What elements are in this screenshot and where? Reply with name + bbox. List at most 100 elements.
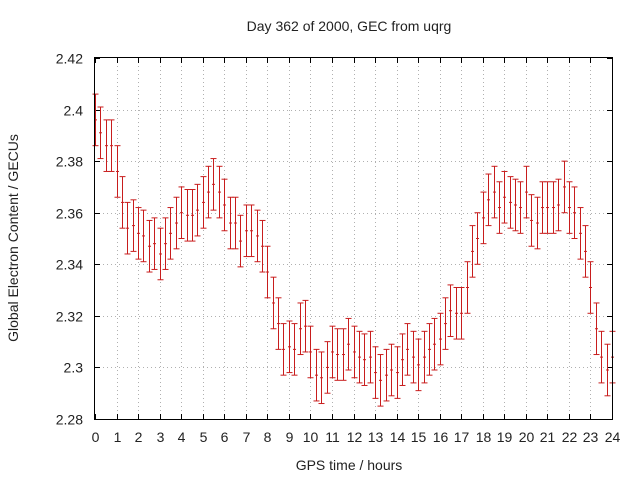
error-bar — [517, 181, 524, 234]
error-bar — [275, 297, 282, 350]
error-bar — [173, 196, 180, 250]
error-bar — [469, 225, 476, 278]
error-bar — [426, 323, 433, 376]
x-tick-label: 13 — [368, 429, 384, 445]
x-tick-label: 14 — [390, 429, 406, 445]
y-tick-label: 2.32 — [56, 309, 83, 325]
error-bars — [92, 93, 616, 407]
error-bar — [377, 354, 384, 407]
error-bar — [474, 212, 481, 265]
error-bar — [555, 178, 562, 232]
error-bar — [496, 181, 503, 234]
grid — [95, 58, 612, 419]
error-bar — [345, 317, 352, 371]
error-bar — [372, 346, 379, 399]
error-bar — [582, 225, 589, 278]
error-bar — [264, 245, 271, 299]
error-bar — [501, 170, 508, 224]
y-axis-label: Global Electron Content / GECUs — [5, 134, 21, 342]
error-bar — [593, 302, 600, 356]
error-bar — [534, 196, 541, 250]
error-bar — [167, 207, 174, 260]
x-tick-label: 19 — [497, 429, 513, 445]
error-bar — [227, 196, 234, 250]
error-bar — [254, 209, 261, 263]
y-tick-labels: 2.28 2.3 2.32 2.34 2.36 2.38 2.4 2.42 — [56, 51, 83, 428]
x-tick-label: 6 — [221, 429, 229, 445]
x-tick-label: 9 — [286, 429, 294, 445]
error-bar — [550, 181, 557, 234]
error-bar — [561, 160, 568, 214]
y-tick-label: 2.36 — [56, 206, 83, 222]
error-bar — [334, 328, 341, 381]
error-bar — [361, 333, 368, 386]
error-bar — [480, 191, 487, 245]
error-bar — [356, 330, 363, 384]
x-tick-label: 4 — [178, 429, 186, 445]
x-tick-label: 0 — [92, 429, 100, 445]
y-tick-label: 2.28 — [56, 412, 83, 428]
error-bar — [248, 204, 255, 258]
x-tick-label: 17 — [454, 429, 470, 445]
error-bar — [92, 93, 99, 147]
x-tick-labels: 0 1 2 3 4 5 6 7 8 9 10 11 12 13 14 15 16 17 18 19 20 21 22 23 24 — [92, 429, 621, 445]
error-bar — [108, 119, 115, 172]
error-bar — [544, 181, 551, 234]
error-bar — [388, 343, 395, 397]
x-tick-label: 5 — [200, 429, 208, 445]
error-bar — [135, 207, 142, 260]
error-bar — [194, 183, 201, 237]
x-tick-label: 24 — [605, 429, 621, 445]
error-bar — [210, 158, 217, 211]
error-bar — [302, 299, 309, 353]
error-bar — [286, 320, 293, 374]
error-bar — [151, 217, 158, 270]
x-tick-label: 22 — [562, 429, 578, 445]
y-tick-label: 2.4 — [64, 103, 84, 119]
error-bar — [270, 276, 277, 330]
error-bar — [523, 165, 530, 219]
error-bar — [507, 176, 514, 229]
error-bar — [394, 346, 401, 399]
error-bar — [178, 186, 185, 239]
error-bar — [297, 302, 304, 356]
error-bar — [307, 325, 314, 379]
error-bar — [318, 351, 325, 405]
x-tick-label: 11 — [325, 429, 340, 445]
error-bar — [351, 325, 358, 379]
y-tick-label: 2.42 — [56, 51, 83, 67]
error-bar — [383, 348, 390, 402]
error-bar — [367, 330, 374, 384]
error-bar — [97, 106, 104, 160]
error-bar — [528, 194, 535, 247]
error-bar — [119, 176, 126, 229]
error-bar — [130, 199, 137, 252]
error-bar — [447, 284, 454, 337]
x-tick-label: 1 — [114, 429, 122, 445]
error-bar — [243, 204, 250, 258]
error-bar — [340, 328, 347, 381]
error-bar — [189, 189, 196, 242]
x-tick-label: 20 — [519, 429, 535, 445]
error-bar — [431, 317, 438, 371]
x-tick-label: 10 — [303, 429, 319, 445]
error-bar — [485, 173, 492, 227]
x-tick-label: 12 — [347, 429, 363, 445]
x-tick-label: 21 — [540, 429, 556, 445]
error-bar — [464, 261, 471, 314]
error-bar — [259, 219, 266, 273]
error-bar — [539, 181, 546, 234]
error-bar — [421, 330, 428, 384]
chart-title: Day 362 of 2000, GEC from uqrg — [247, 18, 452, 34]
error-bar — [157, 227, 164, 281]
error-bar — [232, 196, 239, 250]
error-bar — [221, 178, 228, 232]
y-tick-label: 2.34 — [56, 257, 83, 273]
y-tick-label: 2.38 — [56, 154, 83, 170]
error-bar — [566, 181, 573, 234]
error-bar — [453, 286, 460, 340]
error-bar — [280, 323, 287, 376]
error-bar — [577, 207, 584, 260]
error-bar — [237, 214, 244, 268]
